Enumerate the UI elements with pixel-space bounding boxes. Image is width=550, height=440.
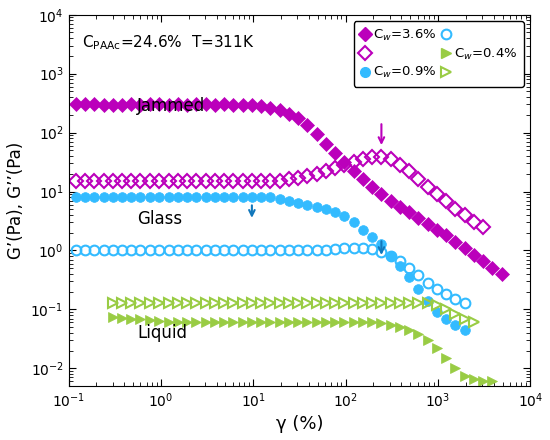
X-axis label: γ (%): γ (%): [276, 415, 323, 433]
Text: $\mathregular{C_{PAAc}}$=24.6%  T=311K: $\mathregular{C_{PAAc}}$=24.6% T=311K: [82, 33, 255, 52]
Text: Glass: Glass: [137, 210, 182, 228]
Y-axis label: G’(Pa), G’’(Pa): G’(Pa), G’’(Pa): [7, 142, 25, 259]
Text: Liquid: Liquid: [137, 324, 187, 342]
Legend: C$_w$=3.6%, , C$_w$=0.9%, , C$_w$=0.4%, : C$_w$=3.6%, , C$_w$=0.9%, , C$_w$=0.4%,: [354, 22, 524, 87]
Text: Jammed: Jammed: [137, 97, 205, 115]
